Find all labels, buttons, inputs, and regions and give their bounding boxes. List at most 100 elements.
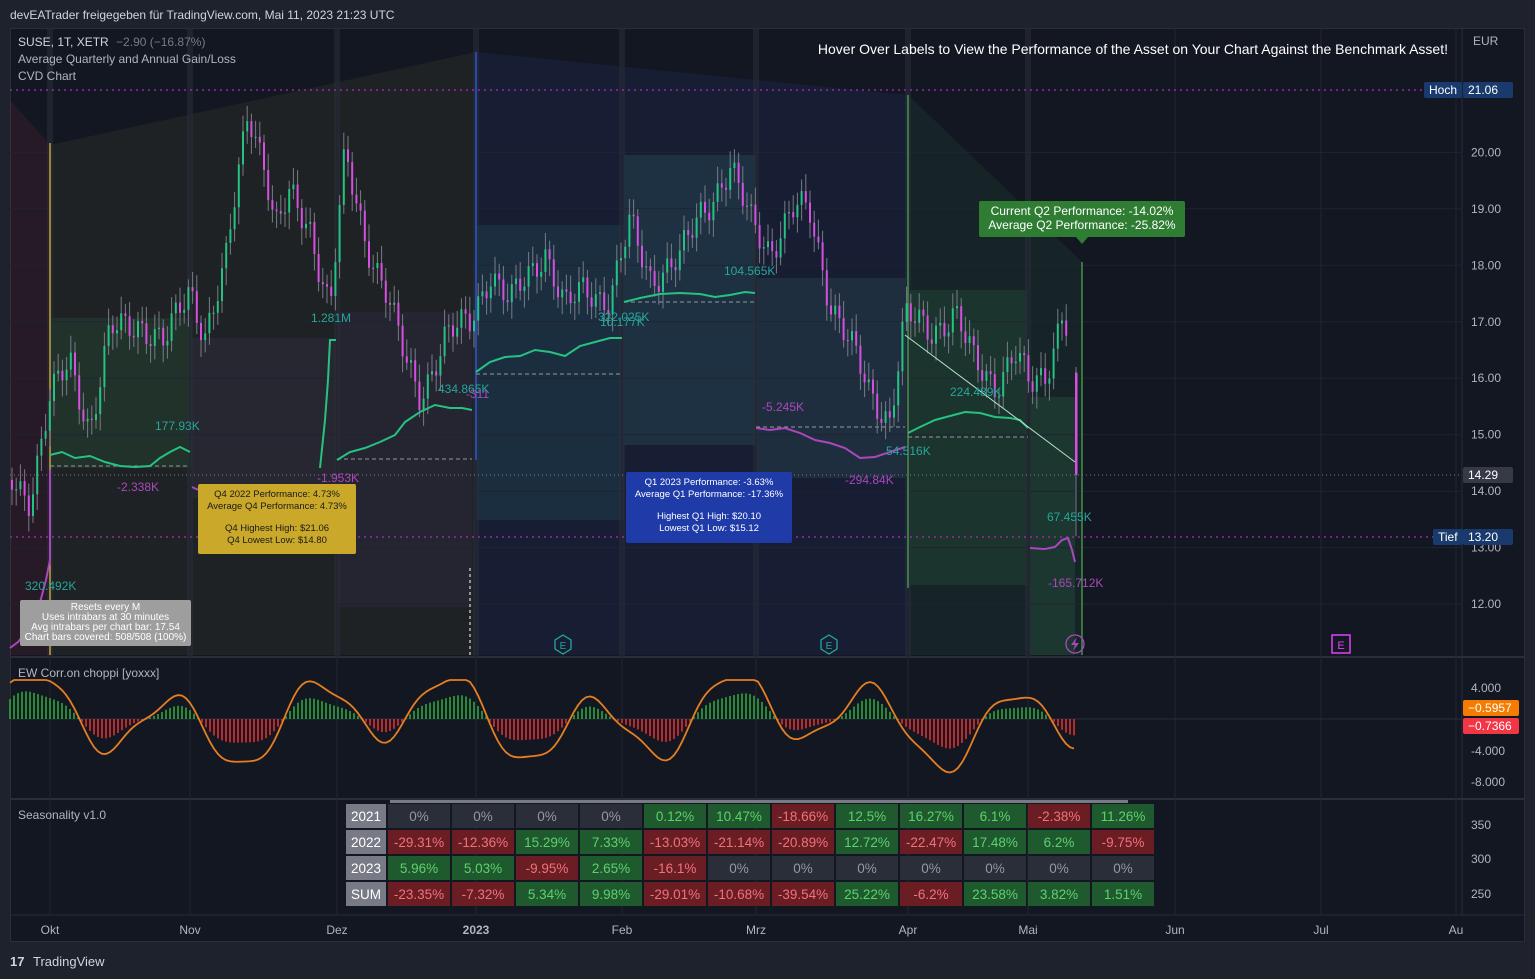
seasonality-title[interactable]: Seasonality v1.0 [18,808,107,822]
candle[interactable] [422,386,425,426]
candle[interactable] [342,132,345,214]
candle[interactable] [825,258,828,321]
candle[interactable] [1056,308,1059,362]
candle[interactable] [40,426,43,472]
candle[interactable] [972,328,975,363]
candle[interactable] [237,157,240,225]
candle[interactable] [1031,366,1034,405]
candle[interactable] [935,316,937,361]
candle[interactable] [447,314,450,343]
candle[interactable] [687,221,690,252]
candle[interactable] [99,377,102,431]
candle[interactable] [578,267,580,315]
candle[interactable] [116,316,118,348]
candle[interactable] [292,168,295,200]
candle[interactable] [338,195,341,279]
candle[interactable] [456,310,459,345]
candle[interactable] [166,326,169,359]
candle[interactable] [1040,352,1042,387]
candle[interactable] [124,303,127,333]
candle[interactable] [985,363,988,398]
candle[interactable] [645,250,648,280]
candle[interactable] [19,464,22,497]
candle[interactable] [712,192,715,237]
candle[interactable] [506,283,509,312]
candle[interactable] [389,291,391,321]
candle[interactable] [334,248,337,311]
candle[interactable] [809,190,811,239]
candle[interactable] [540,257,543,291]
candle[interactable] [401,314,404,373]
candle[interactable] [884,401,887,440]
candle[interactable] [888,397,891,432]
candle[interactable] [120,296,123,340]
candle[interactable] [930,323,933,354]
candle[interactable] [208,297,211,345]
candle[interactable] [326,274,328,304]
candle[interactable] [435,359,438,392]
candle[interactable] [111,315,114,350]
candle[interactable] [191,271,194,304]
candle[interactable] [762,236,765,265]
candle[interactable] [1019,337,1021,374]
candle[interactable] [515,264,517,299]
candle[interactable] [410,348,412,379]
candle[interactable] [771,228,774,267]
candle[interactable] [720,169,723,202]
candle[interactable] [275,201,278,228]
candle[interactable] [179,287,181,326]
oscillator-pane[interactable] [9,679,1462,774]
candle[interactable] [376,252,379,285]
candle[interactable] [69,335,72,378]
candle[interactable] [355,177,358,212]
candle[interactable] [523,277,526,308]
candle[interactable] [527,251,530,301]
candle[interactable] [783,200,786,254]
candle[interactable] [405,339,408,370]
candle[interactable] [296,170,299,222]
candle[interactable] [737,152,740,200]
candle[interactable] [65,356,68,396]
candle[interactable] [284,197,286,227]
candle[interactable] [221,252,223,313]
earnings-marker-future[interactable]: E [1331,634,1351,654]
candle[interactable] [418,364,421,418]
candle[interactable] [246,105,249,144]
candle[interactable] [1027,339,1030,393]
candle[interactable] [725,177,727,207]
candle[interactable] [32,477,34,523]
candle[interactable] [107,308,110,355]
candle[interactable] [258,121,261,156]
candle[interactable] [439,343,442,391]
candle[interactable] [57,353,60,382]
candle[interactable] [103,332,106,402]
candle[interactable] [380,246,383,289]
q4-performance-tooltip[interactable]: Q4 2022 Performance: 4.73% Average Q4 Pe… [198,484,356,554]
candle[interactable] [313,212,316,271]
candle[interactable] [74,341,76,392]
candle[interactable] [200,315,202,357]
candle[interactable] [863,360,866,398]
candle[interactable] [1048,370,1051,401]
candle[interactable] [61,359,64,397]
candle[interactable] [372,254,375,283]
candle[interactable] [586,269,589,315]
candle[interactable] [867,362,870,391]
candle[interactable] [170,297,173,352]
candle[interactable] [678,234,681,281]
candle[interactable] [922,300,925,333]
candle[interactable] [460,298,463,344]
candle[interactable] [494,256,496,296]
candle[interactable] [834,294,837,331]
candle[interactable] [27,483,30,532]
candle[interactable] [414,348,417,398]
candle[interactable] [636,208,639,263]
candle[interactable] [901,307,904,386]
candle[interactable] [750,194,753,223]
candle[interactable] [351,151,354,211]
symbol-legend[interactable]: SUSE, 1T, XETR −2.90 (−16.87%) [18,35,205,49]
candle[interactable] [267,153,270,211]
candle[interactable] [561,281,564,315]
candle[interactable] [1065,304,1068,347]
candle[interactable] [212,305,215,330]
